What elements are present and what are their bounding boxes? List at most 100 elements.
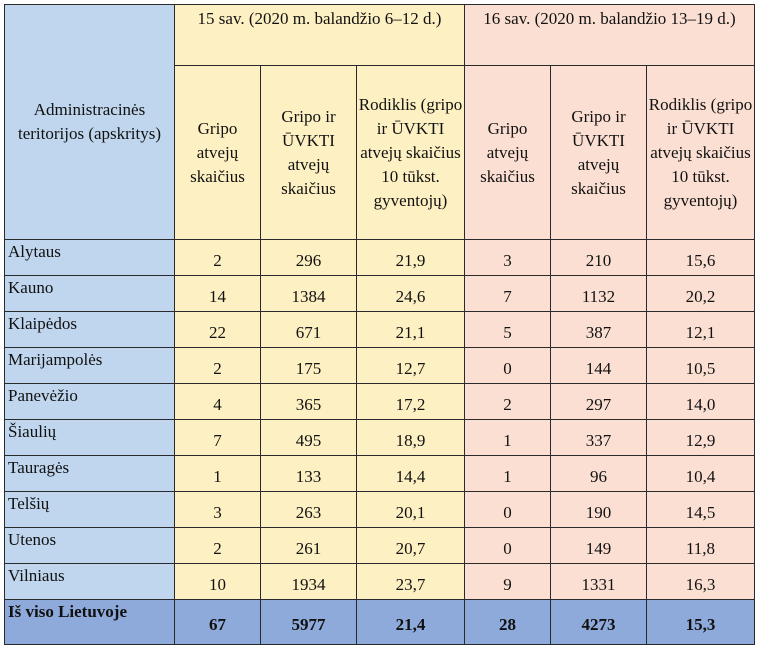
territory-column-header: Administracinės teritorijos (apskritys) xyxy=(4,4,175,240)
week16-rate: 14,5 xyxy=(646,491,755,528)
week15-flu-cases: 10 xyxy=(174,563,261,600)
total-week16-flu-cases: 28 xyxy=(464,599,551,645)
region-name: Klaipėdos xyxy=(4,311,175,348)
total-week15-rate: 21,4 xyxy=(356,599,465,645)
week16-flu-cases: 0 xyxy=(464,491,551,528)
week15-flu-cases: 3 xyxy=(174,491,261,528)
week15-rate: 20,7 xyxy=(356,527,465,564)
week15-flu-ari-cases: 261 xyxy=(260,527,357,564)
region-name: Šiaulių xyxy=(4,419,175,456)
week15-flu-ari-cases: 671 xyxy=(260,311,357,348)
table-body: Alytaus 2 296 21,9 3 210 15,6 Kauno 14 1… xyxy=(4,239,755,645)
region-name: Vilniaus xyxy=(4,563,175,600)
table-row: Telšių 3 263 20,1 0 190 14,5 xyxy=(4,491,755,528)
week15-flu-cases: 2 xyxy=(174,239,261,276)
week15-rate: 23,7 xyxy=(356,563,465,600)
table-row: Klaipėdos 22 671 21,1 5 387 12,1 xyxy=(4,311,755,348)
flu-statistics-table: Administracinės teritorijos (apskritys) … xyxy=(4,4,755,645)
region-name: Kauno xyxy=(4,275,175,312)
week15-flu-cases: 1 xyxy=(174,455,261,492)
week15-flu-ari-cases: 175 xyxy=(260,347,357,384)
week15-flu-ari-cases: 1934 xyxy=(260,563,357,600)
table-row: Utenos 2 261 20,7 0 149 11,8 xyxy=(4,527,755,564)
total-week15-flu-cases: 67 xyxy=(174,599,261,645)
week16-rate: 10,5 xyxy=(646,347,755,384)
week16-rate: 14,0 xyxy=(646,383,755,420)
week15-rate: 17,2 xyxy=(356,383,465,420)
table-row: Kauno 14 1384 24,6 7 1132 20,2 xyxy=(4,275,755,312)
week15-rate: 18,9 xyxy=(356,419,465,456)
region-name: Alytaus xyxy=(4,239,175,276)
week16-flu-ari-cases: 144 xyxy=(550,347,647,384)
week16-rate: 11,8 xyxy=(646,527,755,564)
week15-flu-cases: 2 xyxy=(174,527,261,564)
week16-header: 16 sav. (2020 m. balandžio 13–19 d.) xyxy=(464,4,755,66)
total-week15-flu-ari-cases: 5977 xyxy=(260,599,357,645)
week16-rate: 16,3 xyxy=(646,563,755,600)
week16-flu-ari-cases: 337 xyxy=(550,419,647,456)
region-name: Tauragės xyxy=(4,455,175,492)
week16-flu-ari-cases: 210 xyxy=(550,239,647,276)
week16-flu-cases: 2 xyxy=(464,383,551,420)
week15-flu-ari-cases-header: Gripo ir ŪVKTI atvejų skaičius xyxy=(260,65,357,240)
table-row: Tauragės 1 133 14,4 1 96 10,4 xyxy=(4,455,755,492)
week15-flu-cases: 14 xyxy=(174,275,261,312)
week16-flu-cases: 0 xyxy=(464,527,551,564)
week15-flu-ari-cases: 1384 xyxy=(260,275,357,312)
week15-rate: 24,6 xyxy=(356,275,465,312)
week15-flu-ari-cases: 365 xyxy=(260,383,357,420)
week15-flu-ari-cases: 263 xyxy=(260,491,357,528)
week16-flu-ari-cases: 387 xyxy=(550,311,647,348)
week16-rate: 15,6 xyxy=(646,239,755,276)
week16-flu-ari-cases: 149 xyxy=(550,527,647,564)
week15-flu-cases: 7 xyxy=(174,419,261,456)
region-name: Telšių xyxy=(4,491,175,528)
week15-flu-cases-header: Gripo atvejų skaičius xyxy=(174,65,261,240)
table-row: Panevėžio 4 365 17,2 2 297 14,0 xyxy=(4,383,755,420)
table-row: Marijampolės 2 175 12,7 0 144 10,5 xyxy=(4,347,755,384)
week15-flu-ari-cases: 133 xyxy=(260,455,357,492)
week15-rate: 14,4 xyxy=(356,455,465,492)
week16-rate: 12,9 xyxy=(646,419,755,456)
week15-header: 15 sav. (2020 m. balandžio 6–12 d.) xyxy=(174,4,465,66)
week16-flu-cases: 5 xyxy=(464,311,551,348)
week15-flu-cases: 4 xyxy=(174,383,261,420)
total-week16-rate: 15,3 xyxy=(646,599,755,645)
week16-flu-cases: 1 xyxy=(464,419,551,456)
flu-statistics-table-wrapper: Administracinės teritorijos (apskritys) … xyxy=(4,4,755,645)
table-row: Vilniaus 10 1934 23,7 9 1331 16,3 xyxy=(4,563,755,600)
week16-flu-ari-cases: 1132 xyxy=(550,275,647,312)
week16-rate: 20,2 xyxy=(646,275,755,312)
region-name: Panevėžio xyxy=(4,383,175,420)
region-name: Marijampolės xyxy=(4,347,175,384)
week16-flu-cases-header: Gripo atvejų skaičius xyxy=(464,65,551,240)
table-header: Administracinės teritorijos (apskritys) … xyxy=(4,4,755,240)
total-label: Iš viso Lietuvoje xyxy=(4,599,175,645)
region-name: Utenos xyxy=(4,527,175,564)
week16-flu-cases: 9 xyxy=(464,563,551,600)
total-week16-flu-ari-cases: 4273 xyxy=(550,599,647,645)
week16-rate-header: Rodiklis (gripo ir ŪVKTI atvejų skaičius… xyxy=(646,65,755,240)
table-row: Šiaulių 7 495 18,9 1 337 12,9 xyxy=(4,419,755,456)
week16-flu-ari-cases: 1331 xyxy=(550,563,647,600)
week16-rate: 12,1 xyxy=(646,311,755,348)
week16-flu-ari-cases-header: Gripo ir ŪVKTI atvejų skaičius xyxy=(550,65,647,240)
week16-flu-cases: 7 xyxy=(464,275,551,312)
table-row: Alytaus 2 296 21,9 3 210 15,6 xyxy=(4,239,755,276)
week15-rate-header: Rodiklis (gripo ir ŪVKTI atvejų skaičius… xyxy=(356,65,465,240)
week16-flu-cases: 0 xyxy=(464,347,551,384)
week16-flu-ari-cases: 190 xyxy=(550,491,647,528)
week15-flu-ari-cases: 495 xyxy=(260,419,357,456)
week16-flu-cases: 3 xyxy=(464,239,551,276)
week15-rate: 12,7 xyxy=(356,347,465,384)
week15-flu-cases: 22 xyxy=(174,311,261,348)
week16-rate: 10,4 xyxy=(646,455,755,492)
week15-flu-cases: 2 xyxy=(174,347,261,384)
week15-rate: 21,9 xyxy=(356,239,465,276)
week15-rate: 21,1 xyxy=(356,311,465,348)
week15-flu-ari-cases: 296 xyxy=(260,239,357,276)
total-row: Iš viso Lietuvoje 67 5977 21,4 28 4273 1… xyxy=(4,599,755,645)
week16-flu-ari-cases: 96 xyxy=(550,455,647,492)
week16-flu-ari-cases: 297 xyxy=(550,383,647,420)
week16-flu-cases: 1 xyxy=(464,455,551,492)
